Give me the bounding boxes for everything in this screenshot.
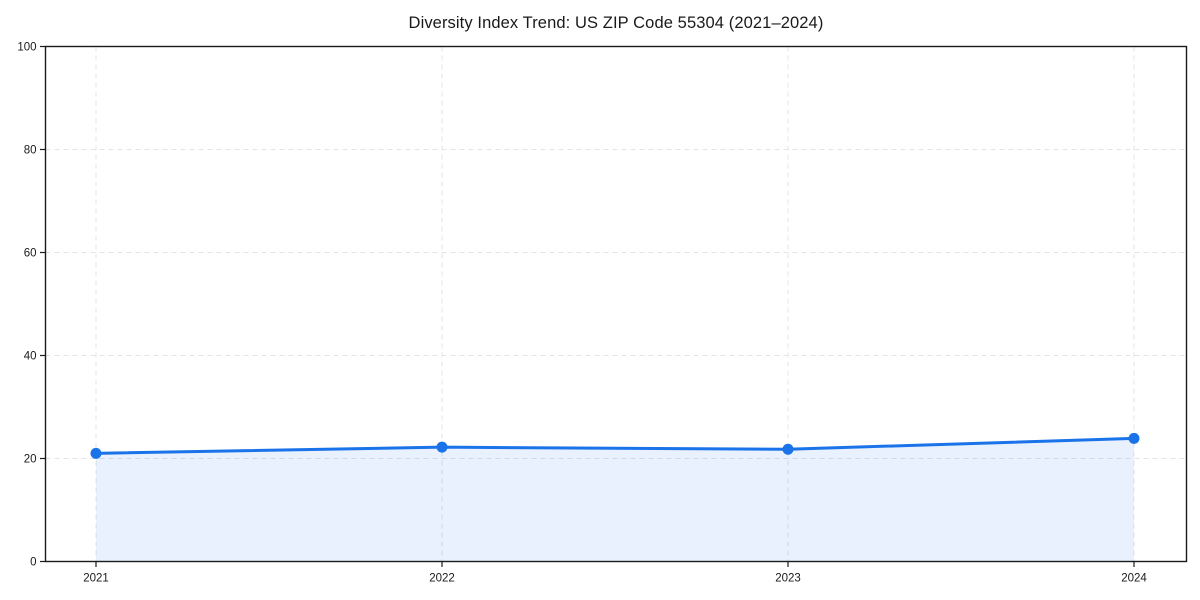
y-tick-label: 0 [30, 557, 36, 569]
x-tick-label: 2021 [83, 573, 109, 585]
y-tick-label: 20 [24, 454, 37, 466]
y-tick-label: 80 [24, 145, 37, 157]
data-point-2021 [90, 447, 102, 459]
data-point-2024 [1128, 432, 1140, 444]
x-tick-label: 2023 [775, 573, 801, 585]
x-tick-label: 2022 [429, 573, 455, 585]
trend-line [94, 436, 1136, 455]
data-point-2022 [436, 441, 448, 453]
chart-title: Diversity Index Trend: US ZIP Code 55304… [408, 14, 824, 32]
x-tick-label: 2024 [1121, 573, 1147, 585]
y-tick-label: 60 [24, 248, 37, 260]
trend-area [96, 438, 1134, 562]
data-point-2023 [782, 443, 794, 455]
y-tick-label: 100 [17, 42, 36, 54]
plot-frame [44, 45, 1188, 563]
y-tick-label: 40 [24, 351, 37, 363]
